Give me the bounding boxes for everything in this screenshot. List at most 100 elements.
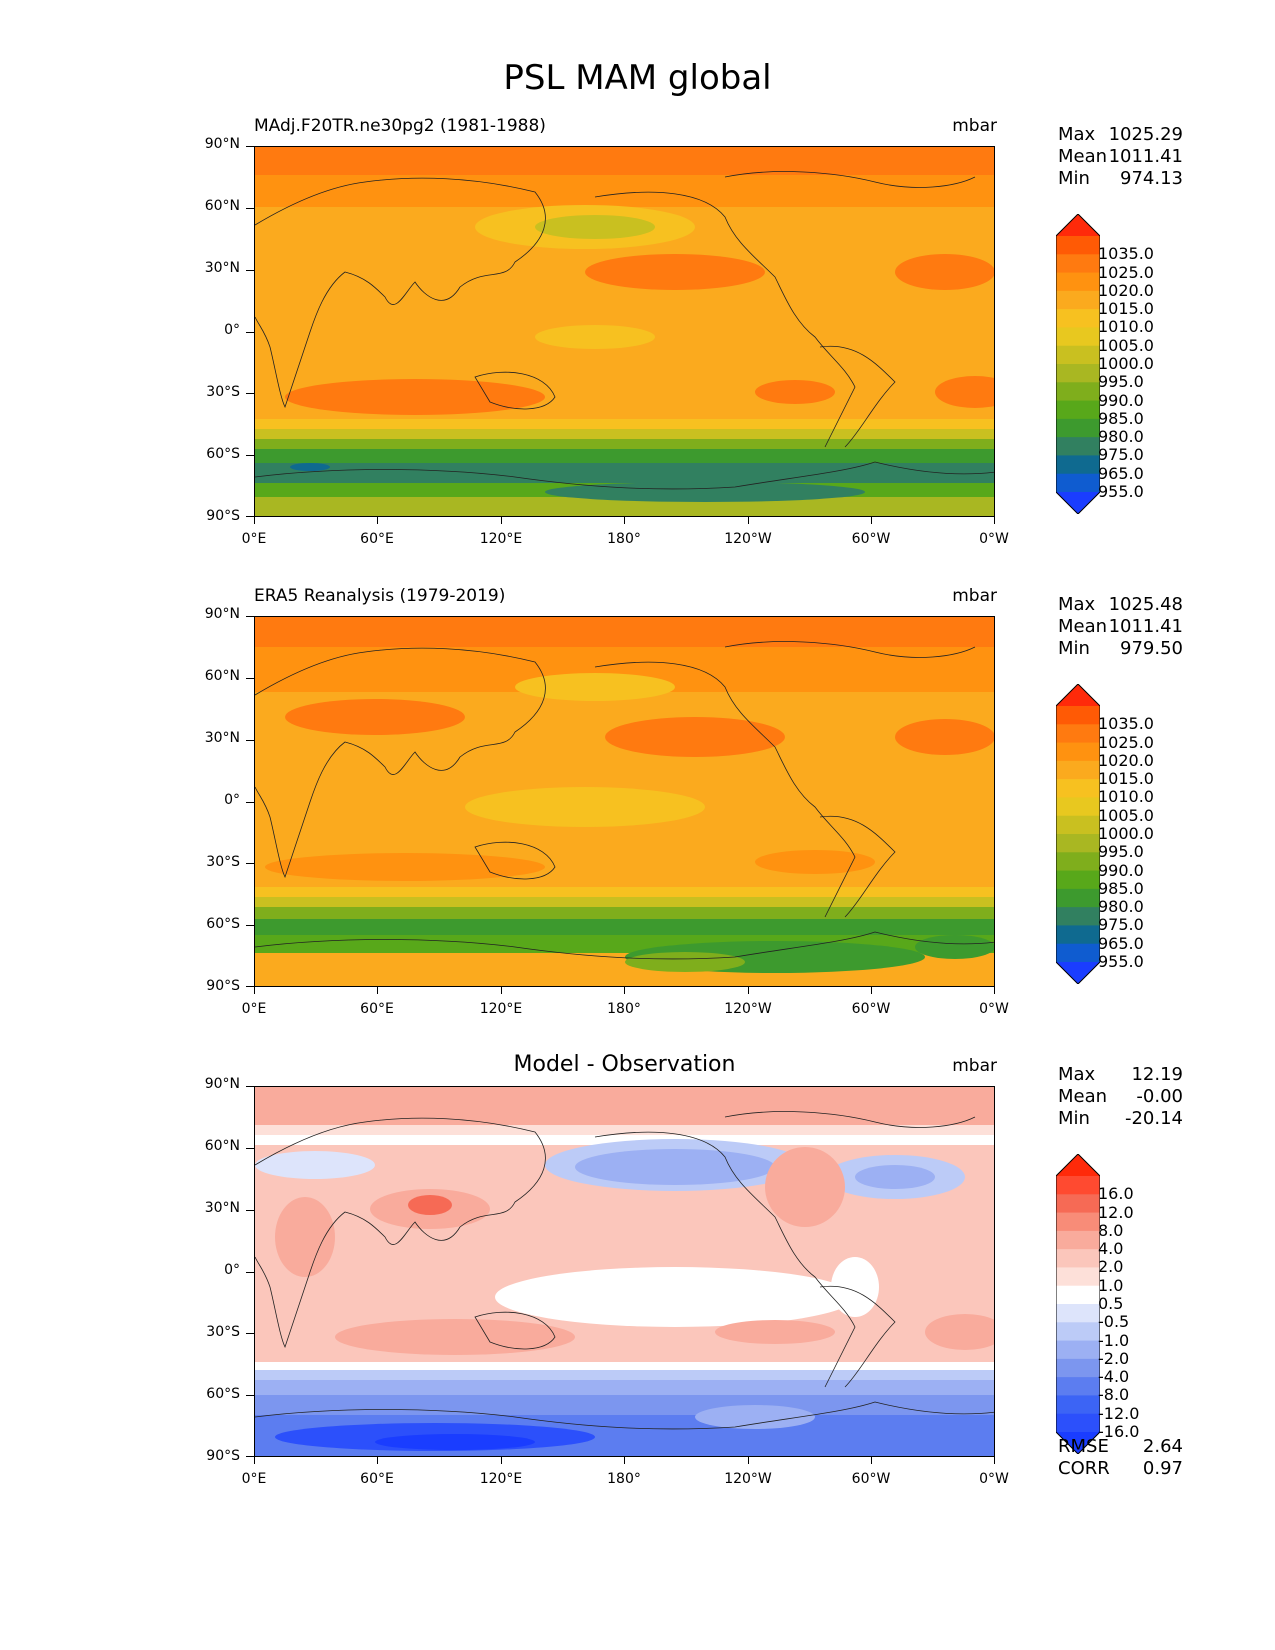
panel-model: MAdj.F20TR.ne30pg2 (1981-1988) mbar	[0, 116, 1275, 616]
colorbar-tick-label: 1010.0	[1098, 787, 1154, 807]
colorbar-segment	[1056, 1194, 1100, 1214]
error-metrics: RMSE 2.64 CORR 0.97	[1058, 1436, 1183, 1479]
colorbar-segment	[1056, 272, 1100, 292]
colorbar-extend-min	[1056, 492, 1100, 514]
colorbar-segment	[1056, 1413, 1100, 1433]
colorbar	[1056, 1154, 1100, 1454]
panel-units: mbar	[952, 1056, 997, 1076]
colorbar-tick-label: 985.0	[1098, 878, 1144, 898]
colorbar-tick-label: 1005.0	[1098, 805, 1154, 825]
colorbar-extend-max	[1056, 214, 1100, 236]
lon-label: 180°	[607, 531, 641, 547]
lon-label: 60°E	[360, 1471, 394, 1487]
panel-units: mbar	[952, 116, 997, 136]
colorbar-tick-label: -0.5	[1098, 1312, 1130, 1332]
colorbar-tick-label: 16.0	[1098, 1184, 1134, 1204]
lon-label: 0°E	[241, 531, 267, 547]
colorbar-tick-label: -12.0	[1098, 1403, 1140, 1423]
colorbar-tick-label: 0.5	[1098, 1294, 1124, 1313]
lon-label: 120°E	[479, 1471, 523, 1487]
lat-label: 60°N	[204, 1138, 240, 1154]
colorbar-tick-label: -8.0	[1098, 1385, 1130, 1405]
colorbar-tick-label: 1015.0	[1098, 299, 1154, 319]
colorbar-tick-label: 1025.0	[1098, 262, 1154, 282]
colorbar-segment	[1056, 760, 1100, 780]
colorbar-tick-label: 1035.0	[1098, 714, 1154, 734]
lat-label: 30°S	[206, 384, 240, 400]
lon-label: 180°	[607, 1471, 641, 1487]
colorbar-tick-label: 8.0	[1098, 1220, 1124, 1240]
colorbar-segment	[1056, 742, 1100, 762]
colorbar-tick-label: 1000.0	[1098, 824, 1154, 843]
colorbar-tick-label: 1015.0	[1098, 769, 1154, 789]
colorbar-tick-label: 995.0	[1098, 842, 1144, 862]
colorbar-tick-label: 1020.0	[1098, 750, 1154, 770]
panel-title: ERA5 Reanalysis (1979-2019)	[254, 586, 506, 606]
colorbar-segment	[1056, 1395, 1100, 1415]
colorbar-segment	[1056, 815, 1100, 835]
colorbar-segment	[1056, 870, 1100, 890]
stats-box: Max 1025.48 Mean 1011.41 Min 979.50	[1058, 594, 1183, 659]
lon-label: 120°E	[479, 531, 523, 547]
colorbar-segment	[1056, 943, 1100, 963]
lat-label: 0°	[224, 792, 240, 808]
lon-label: 0°E	[241, 1471, 267, 1487]
colorbar-tick-label: 990.0	[1098, 860, 1144, 880]
colorbar-tick-label: 965.0	[1098, 933, 1144, 953]
colorbar-tick-label: -2.0	[1098, 1348, 1130, 1368]
colorbar-segment	[1056, 1377, 1100, 1396]
colorbar-segment	[1056, 834, 1100, 853]
colorbar-segment	[1056, 309, 1100, 328]
lon-label: 60°E	[360, 1001, 394, 1017]
colorbar-tick-label: 985.0	[1098, 408, 1144, 428]
lat-label: 90°N	[204, 136, 240, 152]
colorbar-segment	[1056, 1358, 1100, 1378]
lat-label: 60°S	[206, 1386, 240, 1402]
lon-label: 0°E	[241, 1001, 267, 1017]
colorbar-tick-label: 980.0	[1098, 427, 1144, 447]
lat-label: 30°N	[204, 1200, 240, 1216]
colorbar-segment	[1056, 888, 1100, 908]
colorbar-segment	[1056, 706, 1100, 725]
panel-title: MAdj.F20TR.ne30pg2 (1981-1988)	[254, 116, 546, 136]
lat-label: 90°N	[204, 1076, 240, 1092]
lon-label: 120°W	[724, 1001, 772, 1017]
colorbar	[1056, 214, 1100, 514]
lat-label: 60°N	[204, 198, 240, 214]
lat-label: 30°N	[204, 730, 240, 746]
colorbar	[1056, 684, 1100, 984]
colorbar-tick-label: 995.0	[1098, 372, 1144, 392]
lat-label: 30°S	[206, 1324, 240, 1340]
panel-units: mbar	[952, 586, 997, 606]
lon-label: 60°W	[851, 1001, 891, 1017]
stats-box: Max 12.19 Mean -0.00 Min -20.14	[1058, 1064, 1183, 1129]
lat-label: 90°S	[206, 1448, 240, 1464]
colorbar-segment	[1056, 473, 1100, 493]
colorbar-segment	[1056, 1322, 1100, 1342]
colorbar-tick-label: 975.0	[1098, 445, 1144, 465]
colorbar-segment	[1056, 724, 1100, 744]
map-observation	[254, 616, 995, 987]
colorbar-tick-label: 1000.0	[1098, 354, 1154, 373]
colorbar-tick-label: -4.0	[1098, 1367, 1130, 1387]
colorbar-tick-label: 1035.0	[1098, 244, 1154, 264]
colorbar-tick-label: 1005.0	[1098, 335, 1154, 355]
colorbar-segment	[1056, 907, 1100, 926]
lat-label: 60°N	[204, 668, 240, 684]
colorbar-segment	[1056, 1230, 1100, 1250]
colorbar-segment	[1056, 1340, 1100, 1360]
lon-label: 0°W	[979, 1471, 1009, 1487]
colorbar-segment	[1056, 852, 1100, 872]
colorbar-segment	[1056, 1285, 1100, 1305]
stats-box: Max 1025.29 Mean 1011.41 Min 974.13	[1058, 124, 1183, 189]
lat-label: 90°N	[204, 606, 240, 622]
colorbar-tick-label: 1025.0	[1098, 732, 1154, 752]
panel-difference: Model - Observation mbar	[0, 1052, 1275, 1556]
colorbar-segment	[1056, 1267, 1100, 1287]
lat-label: 0°	[224, 1262, 240, 1278]
lat-label: 90°S	[206, 978, 240, 994]
colorbar-segment	[1056, 455, 1100, 475]
colorbar-segment	[1056, 382, 1100, 402]
colorbar-segment	[1056, 1304, 1100, 1323]
colorbar-segment	[1056, 400, 1100, 420]
